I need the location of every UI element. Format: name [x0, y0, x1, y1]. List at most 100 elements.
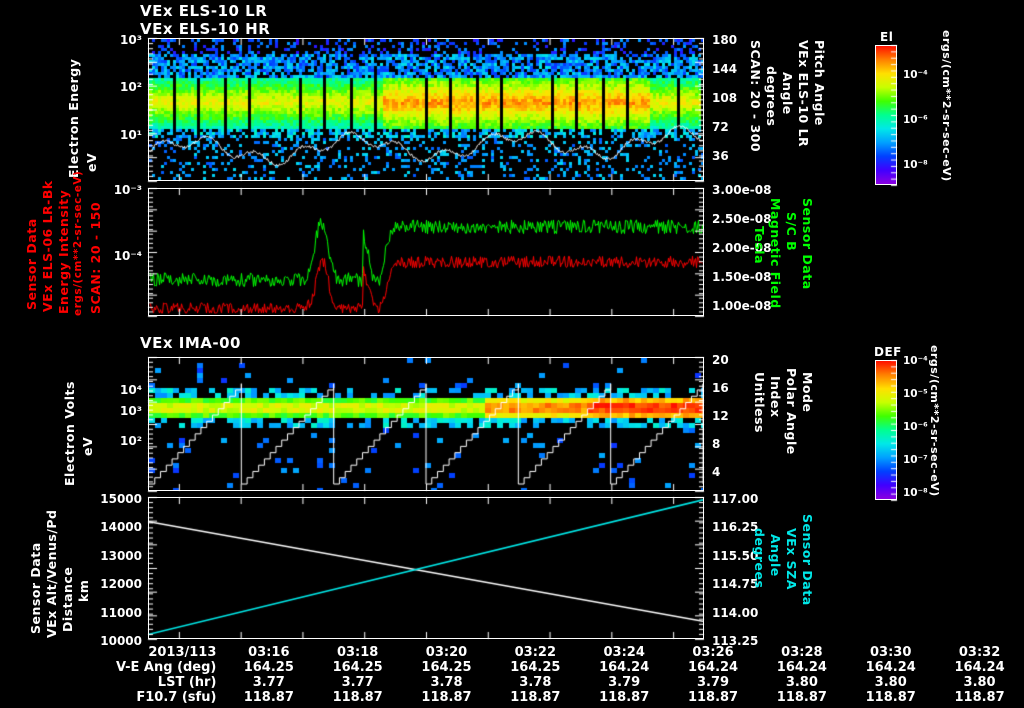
panel2-left-axis-label-2: VEx ELS-06 LR-Bk [40, 180, 55, 312]
panel1-rtick-4: 36 [712, 149, 729, 163]
table-row-ve-ang: V-E Ang (deg) 164.25 164.25 164.25 164.25 16… [0, 660, 1024, 675]
time-cell-3: 03:22 [514, 645, 557, 660]
panel1-right-axis-label-3: degrees [764, 66, 779, 127]
panel1-plot-area [148, 38, 704, 181]
table-row-date: 2013/113 03:16 03:18 03:20 03:22 03:24 03:26 0… [0, 645, 1024, 660]
lst-cell-3: 3.78 [519, 675, 552, 690]
panel3-colorbar-tick-1: 10⁻⁵ [903, 388, 928, 400]
f107-cell-2: 118.87 [421, 690, 472, 705]
panel3-colorbar-unit: ergs/(cm**2-sr-sec-eV) [928, 345, 941, 497]
panel4-ytick-3: 12000 [100, 577, 142, 591]
panel4-ytick-0: 15000 [100, 492, 142, 506]
panel3-right-axis-label-4: Unitless [752, 372, 767, 433]
panel3-plot-area [148, 357, 704, 491]
ve-ang-cell-6: 164.24 [776, 660, 827, 675]
panel3-colorbar-title: DEF [874, 345, 902, 359]
panel3-rtick-4: 4 [712, 465, 721, 479]
panel4-ytick-4: 11000 [100, 606, 142, 620]
f107-cell-0: 118.87 [243, 690, 294, 705]
lst-cell-8: 3.80 [963, 675, 996, 690]
panel3-colorbar-tick-2: 10⁻⁶ [903, 421, 928, 433]
ve-ang-label: V-E Ang (deg) [116, 660, 217, 675]
panel3-colorbar [875, 360, 897, 500]
panel3-rtick-1: 16 [712, 381, 729, 395]
time-info-table: 2013/113 03:16 03:18 03:20 03:22 03:24 03:26 0… [0, 645, 1024, 705]
lst-cell-6: 3.80 [785, 675, 818, 690]
panel1-title-line2: VEx ELS-10 HR [140, 20, 271, 38]
panel4-rtick-4: 114.00 [712, 606, 759, 620]
panel4-plot-area [148, 497, 704, 639]
panel3-spectrogram-canvas [149, 358, 703, 490]
f107-cell-1: 118.87 [332, 690, 383, 705]
panel3-colorbar-tick-4: 10⁻⁸ [903, 487, 928, 499]
panel1-rtick-2: 108 [712, 91, 738, 105]
panel4-ytick-2: 13000 [100, 549, 142, 563]
panel2-right-axis-label-1: Sensor Data [800, 198, 815, 290]
panel1-colorbar [875, 45, 897, 185]
panel1-left-axis-label-1: Electron Energy [66, 58, 81, 178]
panel2-lines-canvas [149, 189, 703, 315]
panel3-rtick-2: 12 [712, 409, 729, 423]
panel2-plot-area [148, 188, 704, 316]
panel1-colorbar-tick-1: 10⁻⁶ [903, 114, 928, 126]
time-cell-1: 03:18 [336, 645, 379, 660]
panel2-ytick-0: 10⁻³ [113, 183, 142, 197]
panel4-ytick-1: 14000 [100, 520, 142, 534]
panel1-rtick-0: 180 [712, 33, 738, 47]
f107-label: F10.7 (sfu) [136, 690, 217, 705]
panel2-rtick-1: 2.50e-08 [712, 212, 772, 226]
time-cell-6: 03:28 [781, 645, 823, 660]
panel3-colorbar-tick-3: 10⁻⁷ [903, 454, 928, 466]
lst-cell-4: 3.79 [608, 675, 641, 690]
time-cell-0: 03:16 [248, 645, 290, 660]
panel1-spectrogram-canvas [149, 39, 703, 180]
panel1-right-axis-label-0: Pitch Angle [812, 40, 827, 126]
panel3-right-axis-label-2: Polar Angle [784, 368, 799, 455]
time-cell-7: 03:30 [870, 645, 912, 660]
ve-ang-cell-8: 164.24 [954, 660, 1005, 675]
panel3-ytick-1: 10³ [120, 404, 142, 418]
f107-cell-6: 118.87 [776, 690, 827, 705]
panel1-colorbar-tick-0: 10⁻⁴ [903, 69, 928, 81]
panel1-colorbar-tick-2: 10⁻⁸ [903, 159, 928, 171]
panel3-colorbar-tick-0: 10⁻⁴ [903, 355, 928, 367]
f107-cell-4: 118.87 [599, 690, 650, 705]
table-row-f107: F10.7 (sfu) 118.87 118.87 118.87 118.87 118.… [0, 690, 1024, 705]
panel4-left-axis-label-2: VEx Alt/Venus/Pd [44, 509, 59, 638]
ve-ang-cell-7: 164.24 [865, 660, 916, 675]
panel2-left-axis-label-1: Sensor Data [24, 218, 39, 310]
panel3-ytick-0: 10⁴ [120, 383, 142, 397]
ve-ang-cell-0: 164.25 [243, 660, 294, 675]
panel1-colorbar-title: El [880, 30, 894, 44]
panel3-left-axis-label-2: eV [80, 436, 95, 456]
panel2-ytick-1: 10⁻⁴ [113, 249, 142, 263]
panel4-right-axis-label-4: degrees [752, 528, 767, 589]
f107-cell-7: 118.87 [865, 690, 916, 705]
panel1-colorbar-unit: ergs/(cm**2-sr-sec-eV) [940, 30, 953, 182]
panel4-left-axis-label-3: Distance [60, 566, 75, 632]
lst-cell-1: 3.77 [341, 675, 374, 690]
ve-ang-cell-1: 164.25 [332, 660, 383, 675]
lst-cell-2: 3.78 [430, 675, 463, 690]
panel1-right-axis-label-1: VEx ELS-10 LR [796, 40, 811, 148]
panel1-right-axis-label-2: Angle [780, 72, 795, 115]
panel1-ytick-2: 10¹ [120, 128, 142, 142]
time-cell-4: 03:24 [603, 645, 645, 660]
panel3-right-axis-label-3: Index [768, 376, 783, 418]
panel3-rtick-3: 8 [712, 437, 721, 451]
panel1-rtick-1: 144 [712, 62, 738, 76]
panel1-title-line1: VEx ELS-10 LR [140, 2, 268, 20]
panel2-left-axis-label-3: Energy Intensity [56, 189, 71, 314]
panel2-rtick-0: 3.00e-08 [712, 183, 772, 197]
ve-ang-cell-5: 164.24 [687, 660, 739, 675]
ve-ang-cell-3: 164.25 [510, 660, 561, 675]
ve-ang-cell-2: 164.25 [421, 660, 472, 675]
panel3-ytick-2: 10² [120, 434, 142, 448]
panel4-left-axis-label-1: Sensor Data [28, 542, 43, 634]
f107-cell-3: 118.87 [510, 690, 561, 705]
panel1-ytick-0: 10³ [120, 33, 142, 47]
panel1-right-axis-label-4: SCAN: 20 - 300 [748, 40, 763, 153]
panel3-title: VEx IMA-00 [140, 334, 241, 352]
panel3-right-axis-label-1: Mode [800, 372, 815, 413]
time-cell-2: 03:20 [425, 645, 468, 660]
